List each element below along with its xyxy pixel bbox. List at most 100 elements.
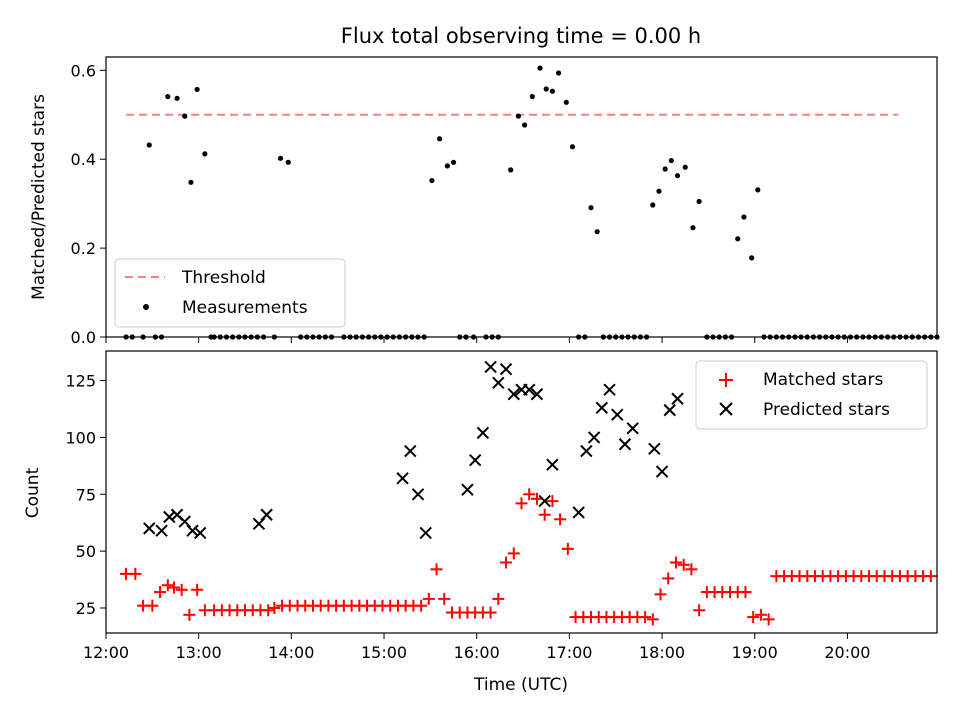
- top-y-tick-label: 0.6: [71, 61, 96, 80]
- matched-star-point: [262, 604, 275, 617]
- predicted-star-point: [492, 376, 505, 390]
- measurement-point: [188, 179, 194, 185]
- x-tick-label: 19:00: [732, 643, 778, 662]
- measurement-point: [515, 113, 522, 119]
- matched-star-point: [561, 542, 574, 555]
- matched-star-point: [430, 563, 443, 576]
- measurement-point: [569, 144, 576, 150]
- measurement-point: [755, 187, 761, 193]
- chart-title: Flux total observing time = 0.00 h: [341, 24, 701, 48]
- predicted-star-point: [626, 422, 639, 435]
- top-y-tick-label: 0.0: [71, 328, 96, 347]
- top-axes-frame: [105, 56, 938, 338]
- legend-measurements-label: Measurements: [182, 298, 308, 318]
- matched-star-point: [538, 508, 551, 521]
- measurement-point: [662, 166, 668, 172]
- predicted-star-point: [611, 408, 624, 421]
- predicted-star-point: [530, 388, 544, 401]
- measurement-point: [165, 93, 171, 100]
- predicted-star-point: [671, 392, 684, 405]
- measurement-point: [174, 95, 180, 101]
- predicted-star-point: [538, 494, 551, 508]
- predicted-star-point: [186, 524, 199, 537]
- measurement-point: [549, 88, 555, 94]
- matched-star-point: [546, 495, 559, 508]
- predicted-star-point: [163, 510, 176, 524]
- predicted-star-point: [618, 438, 632, 451]
- matched-star-point: [523, 488, 536, 501]
- predicted-star-point: [155, 524, 168, 537]
- top-y-tick-label: 0.2: [71, 239, 96, 258]
- bottom-y-axis-title: Count: [23, 467, 43, 518]
- predicted-star-point: [572, 506, 585, 519]
- measurement-point: [735, 236, 741, 242]
- measurement-point: [277, 155, 284, 161]
- measurement-point: [543, 86, 549, 92]
- matched-star-point: [167, 581, 180, 594]
- matched-star-point: [762, 613, 775, 626]
- measurement-point: [537, 65, 543, 71]
- measurement-point: [444, 163, 450, 169]
- measurement-point: [521, 122, 528, 128]
- measurement-point: [749, 255, 755, 261]
- top-y-tick-label: 0.4: [71, 150, 96, 169]
- matched-star-point: [685, 563, 698, 576]
- measurement-point: [588, 205, 594, 211]
- measurement-point: [508, 167, 514, 173]
- legend-matched-label: Matched stars: [763, 370, 883, 390]
- predicted-star-point: [194, 526, 207, 540]
- measurement-point: [650, 202, 656, 208]
- measurement-legend-icon: [143, 304, 149, 310]
- matched-star-point: [654, 588, 667, 601]
- matched-star-point: [500, 556, 513, 569]
- matched-star-point: [693, 604, 706, 617]
- matched-star-point: [415, 599, 428, 612]
- matched-star-point: [154, 586, 167, 599]
- measurement-point: [146, 142, 152, 148]
- predicted-star-point: [663, 403, 676, 417]
- predicted-legend-icon: [719, 402, 733, 416]
- x-tick-label: 20:00: [824, 643, 870, 662]
- top-legend: Threshold Measurements: [114, 258, 346, 328]
- bottom-y-tick-label: 50: [76, 542, 96, 561]
- x-axis-title: Time (UTC): [473, 675, 568, 695]
- measurement-point: [194, 86, 200, 93]
- bottom-panel: 25 50 75 100 125 12:00 13:00 14:00 15:00 16:00 17:…: [23, 350, 938, 695]
- predicted-star-point: [396, 472, 409, 485]
- matched-star-point: [739, 586, 752, 599]
- predicted-star-point: [404, 444, 417, 458]
- matched-star-point: [191, 583, 204, 596]
- top-panel: 0.0 0.2 0.4 0.6 Matched/Predicted stars Thr…: [29, 56, 940, 347]
- measurement-point: [741, 214, 747, 220]
- predicted-star-point: [143, 522, 156, 535]
- bottom-y-tick-label: 100: [65, 428, 96, 447]
- matched-star-point: [268, 601, 281, 614]
- measurement-point: [450, 159, 457, 165]
- measurement-point: [529, 93, 535, 100]
- matched-legend-icon: [719, 373, 733, 387]
- matched-star-point: [924, 570, 937, 583]
- measurement-point: [563, 99, 569, 105]
- predicted-star-point: [655, 465, 669, 478]
- measurement-point: [668, 157, 674, 164]
- x-tick-label: 15:00: [361, 643, 407, 662]
- measurement-point: [690, 225, 696, 231]
- measurement-point: [674, 173, 681, 179]
- x-tick-label: 14:00: [268, 643, 314, 662]
- predicted-star-point: [587, 431, 601, 444]
- measurement-point: [182, 113, 188, 119]
- predicted-star-point: [595, 401, 609, 415]
- matched-star-point: [646, 613, 659, 626]
- predicted-star-point: [580, 444, 593, 458]
- matched-star-point: [492, 592, 505, 605]
- x-tick-label: 12:00: [83, 643, 129, 662]
- matched-star-point: [669, 556, 682, 569]
- predicted-star-point: [507, 388, 520, 401]
- matched-star-point: [554, 513, 567, 526]
- legend-threshold-label: Threshold: [181, 268, 266, 288]
- matched-star-point: [677, 558, 690, 571]
- matched-star-point: [754, 608, 767, 621]
- matched-star-point: [422, 592, 435, 605]
- bottom-points: [120, 360, 937, 626]
- matched-star-point: [484, 606, 497, 619]
